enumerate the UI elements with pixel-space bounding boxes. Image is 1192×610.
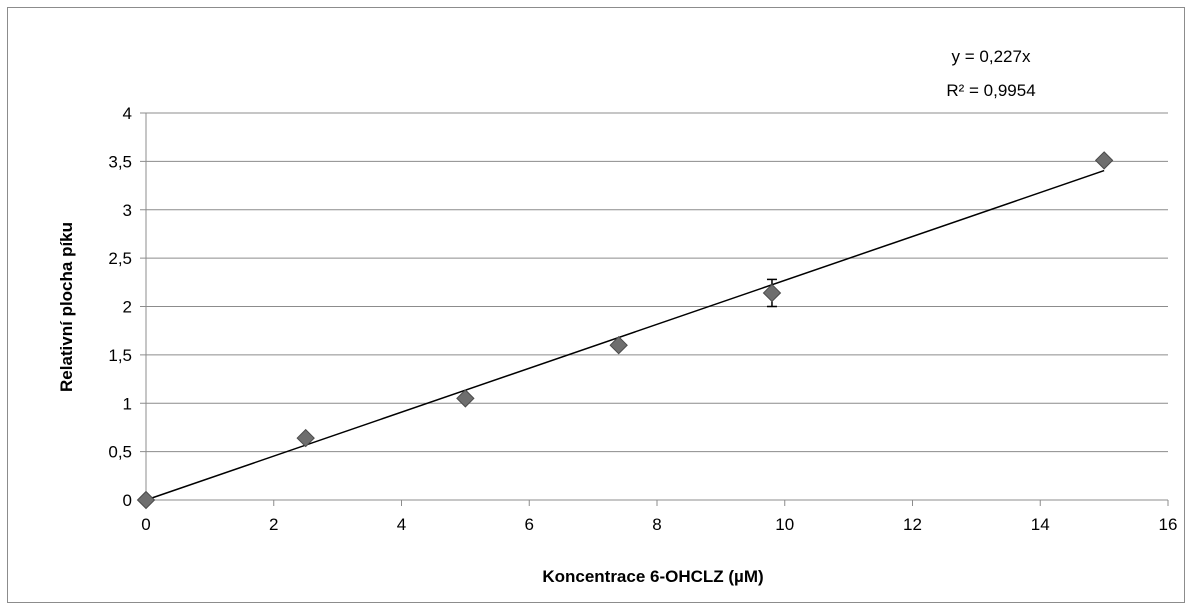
y-tick-label: 0,5 xyxy=(108,443,132,462)
axes xyxy=(140,113,1168,506)
y-tick-label: 2,5 xyxy=(108,249,132,268)
x-tick-label: 4 xyxy=(397,515,406,534)
data-points xyxy=(138,152,1113,509)
y-tick-label: 1 xyxy=(123,394,132,413)
data-point xyxy=(297,430,314,447)
y-axis-title: Relativní plocha píku xyxy=(57,222,76,392)
x-axis-title: Koncentrace 6-OHCLZ (µM) xyxy=(542,567,763,586)
x-tick-label: 2 xyxy=(269,515,278,534)
data-point xyxy=(138,492,155,509)
x-tick-label: 14 xyxy=(1031,515,1050,534)
grid-lines xyxy=(146,113,1168,452)
y-tick-label: 3,5 xyxy=(108,152,132,171)
x-tick-label: 6 xyxy=(525,515,534,534)
x-tick-labels: 0 2 4 6 8 10 12 14 16 xyxy=(141,515,1177,534)
trendline xyxy=(146,171,1104,500)
y-tick-labels: 0 0,5 1 1,5 2 2,5 3 3,5 4 xyxy=(108,104,132,510)
x-tick-label: 12 xyxy=(903,515,922,534)
trendline-group xyxy=(146,171,1104,500)
x-tick-label: 0 xyxy=(141,515,150,534)
data-point xyxy=(1096,152,1113,169)
y-tick-label: 4 xyxy=(123,104,132,123)
y-tick-label: 1,5 xyxy=(108,346,132,365)
trendline-equation: y = 0,227x xyxy=(952,47,1031,66)
x-tick-label: 8 xyxy=(652,515,661,534)
x-tick-label: 16 xyxy=(1159,515,1178,534)
y-tick-label: 2 xyxy=(123,298,132,317)
y-tick-label: 0 xyxy=(123,491,132,510)
x-tick-label: 10 xyxy=(775,515,794,534)
y-tick-label: 3 xyxy=(123,201,132,220)
trendline-r-squared: R² = 0,9954 xyxy=(946,81,1035,100)
